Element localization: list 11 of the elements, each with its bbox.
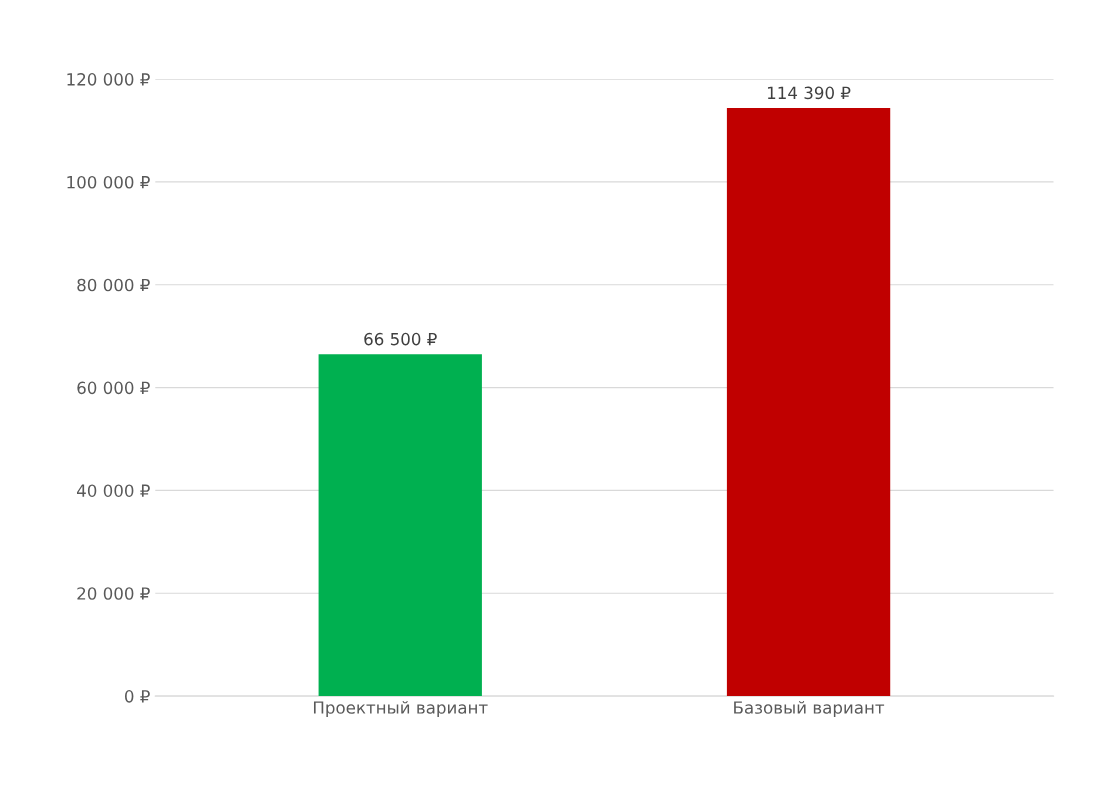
- data-label: 66 500 ₽: [364, 332, 437, 346]
- y-tick-label: 100 000 ₽: [67, 175, 150, 189]
- y-tick-label: 60 000 ₽: [77, 381, 150, 395]
- x-tick-label: Проектный вариант: [313, 701, 488, 718]
- y-tick-label: 0 ₽: [124, 690, 150, 703]
- y-tick-label: 80 000 ₽: [77, 278, 150, 292]
- x-tick-label: Базовый вариант: [734, 701, 885, 718]
- y-tick-label: 40 000 ₽: [77, 484, 150, 497]
- data-label: 114 390 ₽: [767, 86, 851, 100]
- y-tick-label: 20 000 ₽: [77, 587, 150, 600]
- y-tick-label: 120 000 ₽: [67, 73, 150, 86]
